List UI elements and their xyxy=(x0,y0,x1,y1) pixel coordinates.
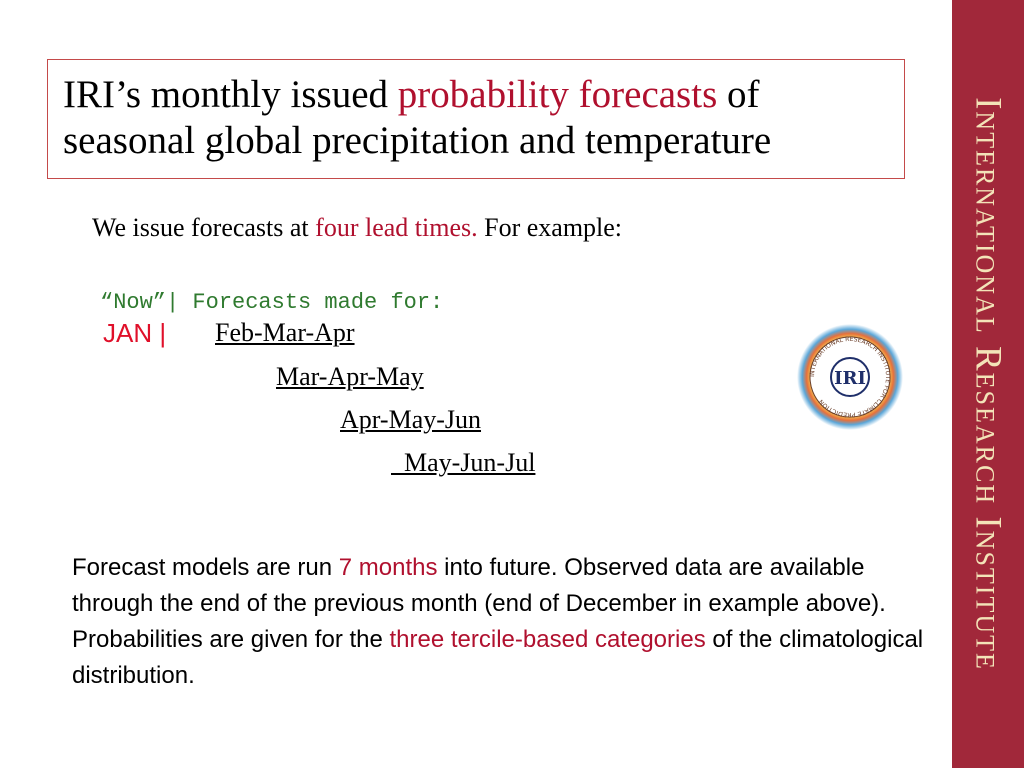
lead-highlight: four lead times. xyxy=(315,213,478,242)
lead-part2: For example: xyxy=(477,213,623,242)
title-highlight: probability forecasts xyxy=(397,73,718,116)
logo-text: IRI xyxy=(834,368,866,389)
current-month-label: JAN | xyxy=(103,318,167,348)
para-part1: Forecast models are run xyxy=(72,554,339,581)
season-3: Apr-May-Jun xyxy=(340,405,482,434)
para-highlight-months: 7 months xyxy=(338,554,438,581)
para-part3: of the climatological distribution. xyxy=(72,626,924,689)
title-line2: seasonal global precipitation and temper… xyxy=(63,119,772,162)
title-text-part1: IRI’s monthly issued xyxy=(63,73,398,116)
iri-logo-icon: INTERNATIONAL RESEARCH INSTITUTE FOR CLI… xyxy=(797,324,903,430)
now-forecast-label: “Now”| Forecasts made for: xyxy=(100,290,444,315)
lead-part1: We issue forecasts at xyxy=(92,213,316,242)
season-4-label: May-Jun-Jul xyxy=(404,448,536,477)
institute-name-vertical: International Research Institute xyxy=(967,97,1009,671)
institute-side-band xyxy=(952,0,1024,768)
lead-sentence: We issue forecasts at four lead times. F… xyxy=(92,213,622,243)
title-text-part2: of xyxy=(717,73,760,116)
season-1: Feb-Mar-Apr xyxy=(215,318,355,347)
explanation-paragraph: Forecast models are run 7 months into fu… xyxy=(72,550,942,694)
title-box: IRI’s monthly issued probability forecas… xyxy=(47,59,905,179)
season-4-indent xyxy=(391,448,404,477)
para-part2: into future. Observed data are available… xyxy=(72,554,886,653)
para-highlight-categories: three tercile-based categories xyxy=(389,626,706,653)
season-4: May-Jun-Jul xyxy=(391,448,535,478)
season-2: Mar-Apr-May xyxy=(276,362,424,391)
